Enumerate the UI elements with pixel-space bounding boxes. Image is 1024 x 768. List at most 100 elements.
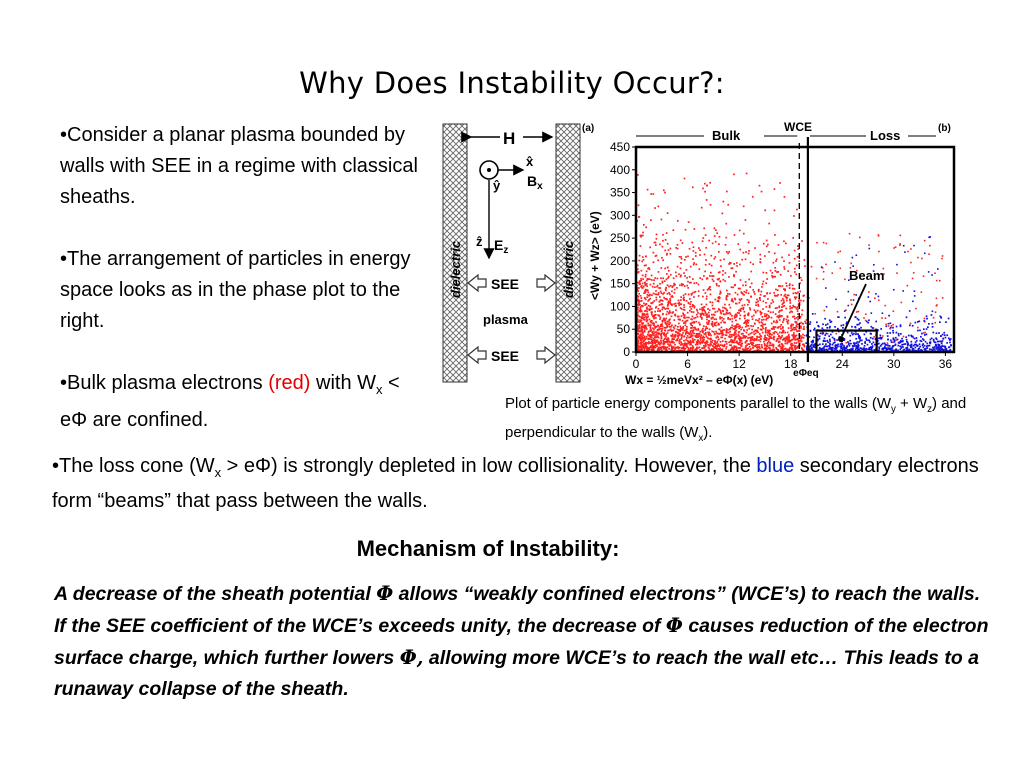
data-point xyxy=(665,286,668,289)
data-point xyxy=(663,347,665,350)
data-point xyxy=(638,302,640,305)
data-point xyxy=(728,349,730,352)
data-point xyxy=(707,311,710,314)
data-point xyxy=(765,326,767,329)
data-point xyxy=(655,305,658,308)
data-point xyxy=(745,323,748,326)
data-point xyxy=(922,339,925,341)
data-point xyxy=(654,313,657,316)
data-point xyxy=(685,256,687,258)
data-point xyxy=(713,314,716,316)
data-point xyxy=(658,304,661,306)
data-point xyxy=(783,288,785,290)
data-point xyxy=(865,349,867,352)
data-point xyxy=(781,297,784,300)
data-point xyxy=(764,313,766,315)
data-point xyxy=(641,260,644,263)
data-point xyxy=(718,348,721,351)
data-point xyxy=(708,314,710,317)
data-point xyxy=(727,316,730,319)
data-point xyxy=(645,346,647,349)
data-point xyxy=(743,310,746,313)
data-point xyxy=(922,343,925,345)
data-point xyxy=(920,349,922,352)
data-point xyxy=(927,271,930,273)
data-point xyxy=(785,336,788,338)
data-point xyxy=(702,325,705,327)
data-point xyxy=(771,276,774,279)
data-point xyxy=(657,348,660,350)
data-point xyxy=(695,313,698,316)
data-point xyxy=(779,273,782,276)
data-point xyxy=(856,269,858,272)
data-point xyxy=(759,253,762,256)
data-point xyxy=(659,296,661,298)
data-point xyxy=(826,349,829,352)
data-point xyxy=(935,304,938,307)
data-point xyxy=(792,326,795,329)
data-point xyxy=(857,333,859,336)
data-point xyxy=(658,341,660,344)
data-point xyxy=(813,329,815,331)
data-point xyxy=(732,347,735,350)
data-point xyxy=(652,337,655,340)
data-point xyxy=(716,345,718,348)
data-point xyxy=(677,318,680,321)
data-point xyxy=(933,348,936,351)
data-point xyxy=(750,339,752,342)
data-point xyxy=(716,347,718,350)
data-point xyxy=(638,292,640,295)
data-point xyxy=(739,343,742,346)
data-point xyxy=(658,287,660,289)
data-point xyxy=(641,344,644,347)
data-point xyxy=(841,343,844,346)
data-point xyxy=(648,308,650,311)
data-point xyxy=(849,266,852,269)
data-point xyxy=(716,284,718,287)
data-point xyxy=(770,344,772,347)
data-point xyxy=(941,257,943,260)
data-point xyxy=(754,310,757,313)
data-point xyxy=(719,280,722,283)
data-point xyxy=(729,330,732,333)
data-point xyxy=(747,292,750,295)
data-point xyxy=(711,339,714,342)
data-point xyxy=(676,220,679,222)
data-point xyxy=(926,317,928,320)
data-point xyxy=(794,346,796,348)
data-point xyxy=(814,312,817,315)
data-point xyxy=(720,336,722,339)
data-point xyxy=(786,316,789,318)
data-point xyxy=(678,342,681,345)
data-point xyxy=(645,302,648,305)
data-point xyxy=(857,347,859,350)
data-point xyxy=(760,190,763,193)
data-point xyxy=(690,333,693,336)
data-point xyxy=(701,240,704,243)
data-point xyxy=(765,349,768,352)
data-point xyxy=(833,347,836,350)
data-point xyxy=(687,332,690,335)
data-point xyxy=(666,341,669,344)
data-point xyxy=(790,329,792,332)
data-point xyxy=(783,301,785,304)
data-point xyxy=(652,324,655,326)
data-point xyxy=(668,292,670,294)
data-point xyxy=(873,336,875,338)
data-point xyxy=(650,349,653,351)
data-point xyxy=(643,327,646,330)
data-point xyxy=(925,315,928,318)
data-point xyxy=(768,304,771,307)
data-point xyxy=(684,293,687,295)
data-point xyxy=(799,339,802,342)
data-point xyxy=(649,338,651,340)
data-point xyxy=(825,242,828,245)
data-point xyxy=(762,323,765,326)
data-point xyxy=(673,336,676,338)
data-point xyxy=(700,303,703,306)
data-point xyxy=(649,327,652,330)
data-point xyxy=(695,332,698,335)
data-point xyxy=(782,327,784,329)
data-point xyxy=(782,319,785,322)
data-point xyxy=(671,349,673,352)
